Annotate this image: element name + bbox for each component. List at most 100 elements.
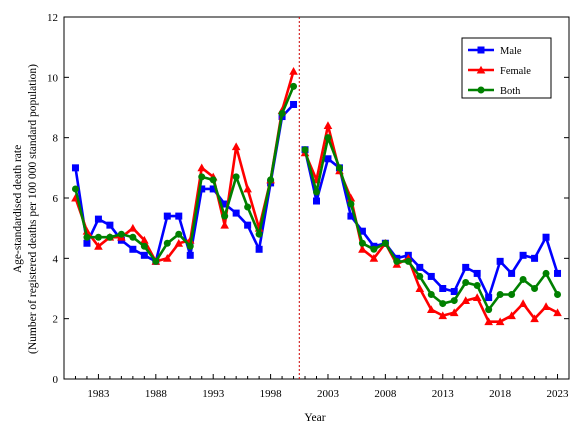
data-point-female (415, 284, 425, 292)
x-tick-label: 2008 (374, 388, 397, 400)
legend-label: Both (500, 86, 521, 97)
data-point-male (519, 251, 527, 259)
data-point-female (369, 254, 379, 262)
series-line-both (303, 136, 559, 311)
data-point-both (106, 233, 114, 241)
data-point-male (347, 212, 355, 220)
data-point-female (553, 308, 562, 317)
data-point-male (358, 227, 366, 235)
data-point-male (129, 245, 137, 253)
data-point-both (554, 291, 562, 299)
data-point-female (94, 241, 103, 250)
data-point-both (519, 275, 527, 283)
data-point-female (358, 244, 367, 253)
data-point-both (416, 272, 424, 280)
data-point-both (71, 185, 79, 193)
data-point-both (427, 291, 435, 299)
data-point-both (117, 230, 125, 238)
legend-marker (476, 65, 486, 74)
series-male (71, 100, 562, 302)
data-point-both (473, 281, 481, 289)
x-tick-label: 2023 (547, 388, 570, 400)
data-point-female (197, 163, 207, 172)
data-point-male (106, 221, 114, 229)
x-tick-label: 1993 (202, 388, 225, 400)
x-tick-label: 2018 (489, 388, 512, 400)
data-point-both (221, 212, 229, 220)
data-point-male (71, 164, 79, 172)
y-axis-title-line1: Age-standardised death rate (12, 145, 24, 273)
data-point-male (324, 155, 332, 163)
data-point-both (140, 242, 148, 250)
data-point-female (174, 238, 184, 247)
data-point-both (542, 269, 550, 277)
data-point-female (162, 254, 172, 262)
data-point-female (449, 308, 459, 317)
data-point-both (94, 233, 102, 241)
data-point-male (450, 288, 458, 296)
data-point-both (462, 278, 470, 286)
data-point-female (484, 317, 493, 326)
data-point-both (232, 173, 240, 181)
data-point-both (335, 164, 343, 172)
data-point-male (83, 239, 91, 247)
data-point-both (370, 245, 378, 253)
data-point-both (267, 176, 275, 184)
data-point-both (129, 233, 137, 241)
y-axis-title-line2: (Number of registered deaths per 100 000… (27, 64, 39, 354)
data-point-female (495, 317, 505, 326)
data-point-both (404, 257, 412, 265)
data-point-both (152, 257, 160, 265)
data-point-male (416, 263, 424, 271)
data-point-female (289, 67, 298, 75)
data-point-male (542, 233, 550, 241)
x-tick-label: 2013 (432, 388, 455, 400)
data-point-both (508, 291, 516, 299)
data-point-male (496, 257, 504, 265)
y-tick-label: 6 (53, 193, 59, 205)
data-point-male (255, 245, 263, 253)
data-point-male (439, 285, 447, 292)
y-tick-label: 8 (53, 133, 59, 145)
x-tick-label: 1983 (87, 388, 110, 400)
legend-label: Female (500, 66, 531, 77)
data-point-both (393, 257, 401, 265)
data-point-male (485, 294, 493, 302)
data-point-male (221, 200, 229, 208)
data-point-both (347, 200, 355, 208)
data-point-both (198, 173, 206, 181)
data-point-male (473, 269, 481, 277)
data-point-both (83, 233, 91, 241)
data-point-both (324, 134, 332, 142)
data-point-both (301, 146, 309, 154)
data-point-both (358, 239, 366, 247)
data-point-both (209, 176, 217, 184)
data-point-female (518, 299, 528, 308)
legend-box (461, 37, 552, 99)
data-point-male (198, 185, 206, 193)
data-point-both (485, 306, 493, 314)
data-point-male (244, 221, 252, 229)
data-point-female (438, 311, 448, 320)
data-point-female (530, 314, 539, 323)
data-point-male (313, 197, 320, 205)
data-point-male (462, 263, 470, 271)
data-point-female (461, 296, 471, 305)
data-point-male (209, 185, 217, 193)
data-point-both (439, 300, 447, 308)
data-point-both (278, 110, 286, 118)
data-point-both (381, 239, 389, 247)
data-point-female (243, 184, 252, 193)
data-point-male (163, 212, 171, 220)
data-point-both (186, 242, 194, 250)
x-axis-title: Year (304, 412, 325, 424)
data-point-both (255, 230, 263, 238)
data-point-female (426, 305, 436, 314)
x-tick-label: 1988 (145, 388, 168, 400)
legend-marker (477, 86, 485, 94)
data-point-male (175, 212, 183, 220)
data-point-male (531, 254, 539, 262)
y-tick-label: 2 (53, 314, 59, 326)
